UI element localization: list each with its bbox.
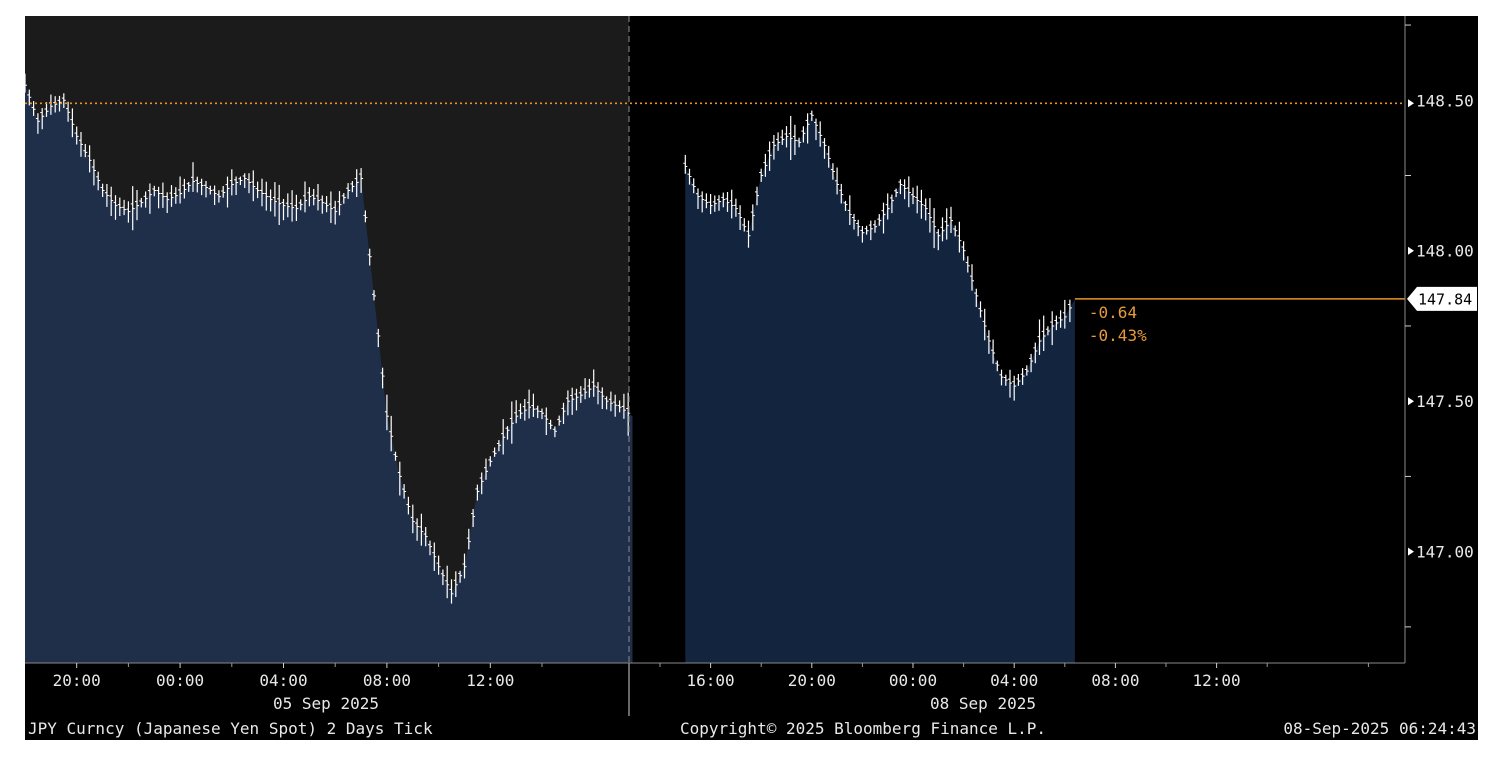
- session-1-x-tick-label: 12:00: [466, 671, 514, 690]
- session-1-date-label: 05 Sep 2025: [273, 694, 379, 713]
- change-percent: -0.43%: [1089, 326, 1147, 345]
- session-2-x-tick-label: 04:00: [990, 671, 1038, 690]
- session-1-x-tick-label: 04:00: [259, 671, 307, 690]
- session-2-x-tick-label: 00:00: [889, 671, 937, 690]
- session-2-x-tick-label: 20:00: [788, 671, 836, 690]
- y-tick-label: 147.00: [1416, 543, 1474, 562]
- last-price-label: 147.84: [1418, 290, 1472, 308]
- chart-timestamp: 08-Sep-2025 06:24:43: [1283, 719, 1476, 738]
- change-value: -0.64: [1089, 303, 1137, 322]
- session-2-x-tick-label: 16:00: [687, 671, 735, 690]
- session-2-date-label: 08 Sep 2025: [930, 694, 1036, 713]
- session-2-x-tick-label: 08:00: [1091, 671, 1139, 690]
- session-1-x-tick-label: 08:00: [363, 671, 411, 690]
- copyright-notice: Copyright© 2025 Bloomberg Finance L.P.: [680, 719, 1046, 738]
- y-tick-label: 148.00: [1416, 242, 1474, 261]
- last-price-tag: 147.84: [1407, 287, 1477, 311]
- session-1-x-tick-label: 20:00: [53, 671, 101, 690]
- y-axis-background: [1405, 16, 1478, 716]
- session-2-x-tick-label: 12:00: [1193, 671, 1241, 690]
- session-1-x-tick-label: 00:00: [156, 671, 204, 690]
- x-axis-background: [25, 663, 1478, 716]
- y-tick-label: 147.50: [1416, 392, 1474, 411]
- security-description: JPY Curncy (Japanese Yen Spot) 2 Days Ti…: [28, 719, 433, 738]
- y-tick-label: 148.50: [1416, 91, 1474, 110]
